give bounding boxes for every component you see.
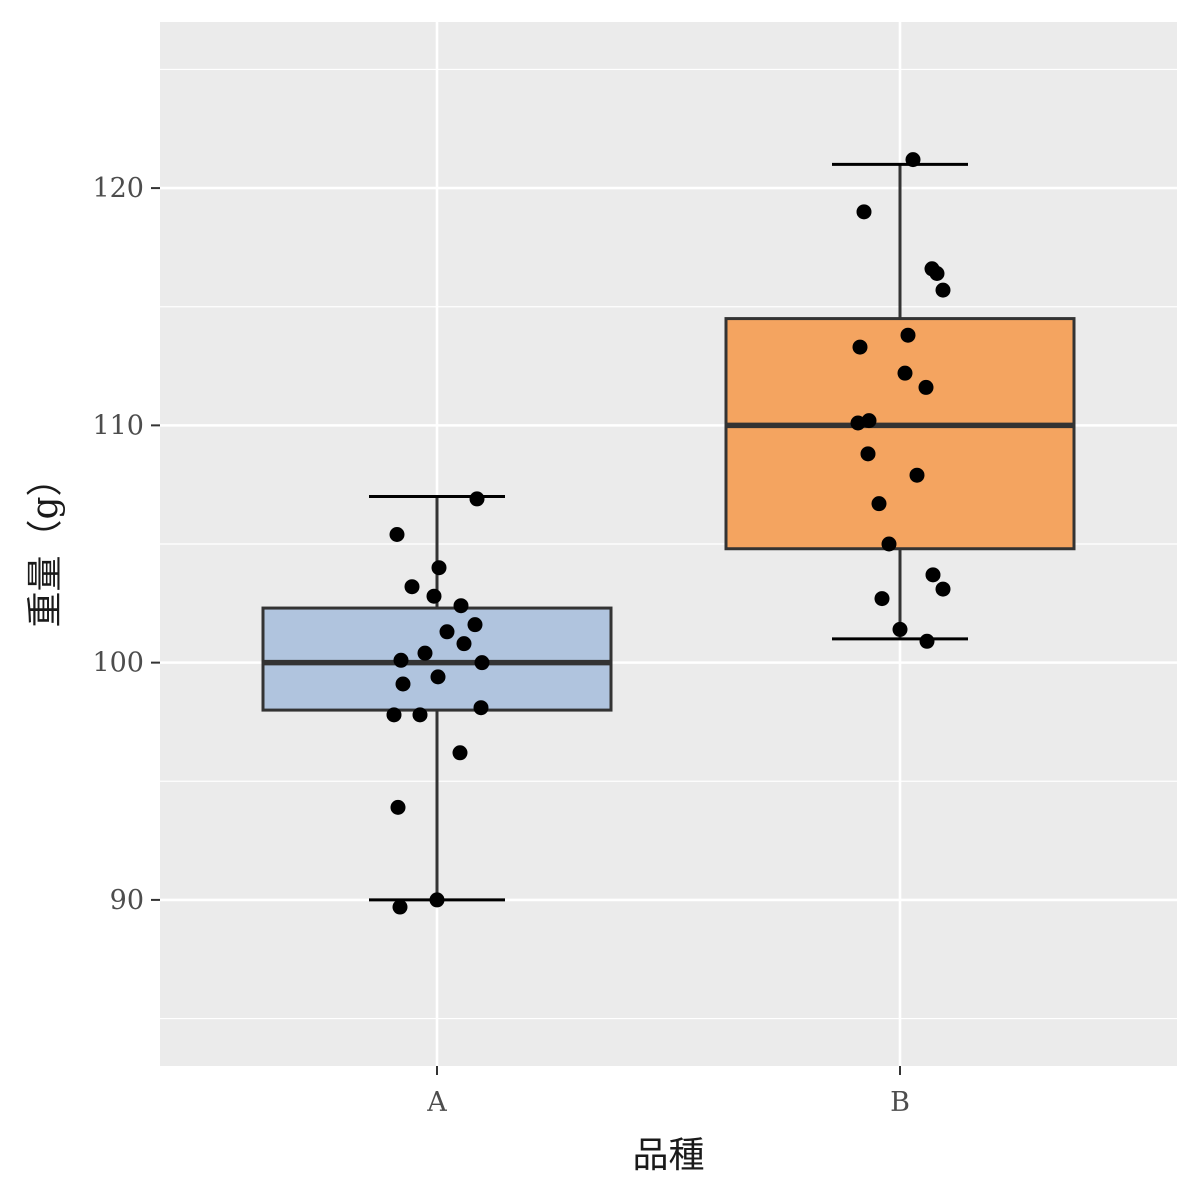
data-point bbox=[900, 327, 916, 343]
box-B bbox=[724, 162, 1076, 641]
data-point bbox=[909, 467, 925, 483]
data-point bbox=[430, 669, 446, 685]
data-point bbox=[469, 491, 485, 507]
data-point bbox=[404, 579, 420, 595]
y-axis-title: 重量（g） bbox=[25, 460, 66, 627]
data-point bbox=[871, 496, 887, 512]
x-tick-label: B bbox=[890, 1087, 910, 1118]
data-point bbox=[412, 707, 428, 723]
data-point bbox=[874, 591, 890, 607]
data-point bbox=[431, 560, 447, 576]
data-point bbox=[881, 536, 897, 552]
boxes bbox=[261, 162, 1076, 902]
data-point bbox=[905, 152, 921, 168]
data-point bbox=[389, 527, 405, 543]
data-point bbox=[860, 446, 876, 462]
data-point bbox=[386, 707, 402, 723]
data-point bbox=[453, 598, 469, 614]
y-tick-label: 120 bbox=[92, 173, 144, 204]
data-point bbox=[456, 636, 472, 652]
data-point bbox=[395, 676, 411, 692]
data-point bbox=[474, 655, 490, 671]
data-point bbox=[925, 567, 941, 583]
data-point bbox=[452, 745, 468, 761]
y-tick-label: 110 bbox=[92, 410, 144, 441]
data-points bbox=[386, 152, 951, 915]
data-point bbox=[897, 365, 913, 381]
data-point bbox=[935, 581, 951, 597]
box-body bbox=[261, 606, 613, 712]
data-point bbox=[390, 799, 406, 815]
data-point bbox=[856, 204, 872, 220]
data-point bbox=[392, 899, 408, 915]
data-point bbox=[417, 645, 433, 661]
data-point bbox=[426, 588, 442, 604]
y-tick-label: 90 bbox=[110, 885, 144, 916]
data-point bbox=[393, 652, 409, 668]
x-axis-title: 品種 bbox=[632, 1135, 704, 1176]
data-point bbox=[918, 379, 934, 395]
data-point bbox=[473, 700, 489, 716]
y-tick-label: 100 bbox=[92, 648, 144, 679]
data-point bbox=[439, 624, 455, 640]
data-point bbox=[919, 633, 935, 649]
data-point bbox=[429, 892, 445, 908]
data-point bbox=[467, 617, 483, 633]
box-body bbox=[724, 317, 1076, 551]
data-point bbox=[929, 266, 945, 282]
data-point bbox=[852, 339, 868, 355]
axes: 90 100 110 120 A B bbox=[92, 173, 909, 1118]
data-point bbox=[850, 415, 866, 431]
data-point bbox=[892, 621, 908, 637]
data-point bbox=[935, 282, 951, 298]
x-tick-label: A bbox=[426, 1087, 447, 1118]
